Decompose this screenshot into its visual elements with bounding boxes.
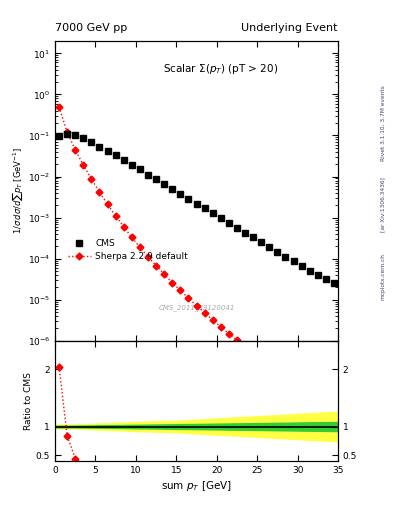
- Line: Sherpa 2.2.9 default: Sherpa 2.2.9 default: [57, 104, 336, 411]
- CMS: [97, 144, 102, 150]
- Sherpa 2.2.9 default: [129, 234, 134, 241]
- Sherpa 2.2.9 default: [178, 287, 183, 293]
- Line: CMS: CMS: [56, 131, 337, 286]
- Legend: CMS, Sherpa 2.2.9 default: CMS, Sherpa 2.2.9 default: [68, 239, 188, 261]
- CMS: [242, 229, 247, 236]
- Sherpa 2.2.9 default: [283, 374, 288, 380]
- Sherpa 2.2.9 default: [73, 146, 77, 153]
- Sherpa 2.2.9 default: [81, 162, 86, 168]
- Sherpa 2.2.9 default: [219, 324, 223, 330]
- CMS: [194, 201, 199, 207]
- CMS: [154, 176, 158, 182]
- Text: Rivet 3.1.10, 3.7M events: Rivet 3.1.10, 3.7M events: [381, 85, 386, 161]
- CMS: [307, 268, 312, 274]
- CMS: [170, 186, 174, 192]
- CMS: [57, 133, 61, 139]
- X-axis label: sum $p_T$ [GeV]: sum $p_T$ [GeV]: [161, 479, 232, 493]
- CMS: [186, 196, 191, 202]
- Sherpa 2.2.9 default: [242, 344, 247, 350]
- Sherpa 2.2.9 default: [226, 331, 231, 337]
- Sherpa 2.2.9 default: [251, 350, 255, 356]
- CMS: [219, 215, 223, 221]
- Sherpa 2.2.9 default: [259, 356, 264, 362]
- Sherpa 2.2.9 default: [138, 244, 142, 250]
- CMS: [89, 139, 94, 145]
- CMS: [275, 249, 280, 255]
- CMS: [332, 280, 336, 286]
- CMS: [210, 210, 215, 216]
- Text: mcplots.cern.ch: mcplots.cern.ch: [381, 253, 386, 300]
- Sherpa 2.2.9 default: [89, 176, 94, 182]
- Sherpa 2.2.9 default: [154, 263, 158, 269]
- CMS: [259, 239, 264, 245]
- Sherpa 2.2.9 default: [267, 362, 272, 369]
- CMS: [202, 205, 207, 211]
- CMS: [73, 132, 77, 138]
- CMS: [105, 148, 110, 154]
- Text: 7000 GeV pp: 7000 GeV pp: [55, 23, 127, 33]
- CMS: [129, 162, 134, 168]
- Sherpa 2.2.9 default: [105, 201, 110, 207]
- CMS: [138, 166, 142, 173]
- CMS: [323, 276, 328, 282]
- Sherpa 2.2.9 default: [210, 317, 215, 323]
- Sherpa 2.2.9 default: [97, 189, 102, 195]
- Y-axis label: $1/\sigma\,d\sigma/d\sum p_T\;[\mathrm{GeV}^{-1}]$: $1/\sigma\,d\sigma/d\sum p_T\;[\mathrm{G…: [11, 147, 25, 234]
- CMS: [299, 263, 304, 269]
- CMS: [81, 135, 86, 141]
- CMS: [226, 220, 231, 226]
- Sherpa 2.2.9 default: [65, 129, 70, 135]
- Text: [ar Xiv:1306.3436]: [ar Xiv:1306.3436]: [381, 177, 386, 232]
- Y-axis label: Ratio to CMS: Ratio to CMS: [24, 372, 33, 430]
- CMS: [178, 191, 183, 197]
- CMS: [113, 152, 118, 158]
- Sherpa 2.2.9 default: [170, 280, 174, 286]
- Sherpa 2.2.9 default: [186, 295, 191, 301]
- Sherpa 2.2.9 default: [146, 253, 151, 260]
- Text: Underlying Event: Underlying Event: [241, 23, 338, 33]
- Sherpa 2.2.9 default: [202, 310, 207, 316]
- CMS: [316, 272, 320, 278]
- CMS: [162, 181, 167, 187]
- CMS: [121, 157, 126, 163]
- CMS: [267, 244, 272, 250]
- Sherpa 2.2.9 default: [299, 385, 304, 391]
- Sherpa 2.2.9 default: [307, 391, 312, 397]
- Sherpa 2.2.9 default: [323, 401, 328, 407]
- Sherpa 2.2.9 default: [235, 337, 239, 343]
- Sherpa 2.2.9 default: [57, 104, 61, 110]
- Sherpa 2.2.9 default: [162, 271, 167, 277]
- Sherpa 2.2.9 default: [121, 224, 126, 230]
- Text: CMS_2011_S9120041: CMS_2011_S9120041: [158, 304, 235, 311]
- CMS: [251, 234, 255, 241]
- CMS: [146, 172, 151, 178]
- Sherpa 2.2.9 default: [316, 396, 320, 402]
- Sherpa 2.2.9 default: [291, 380, 296, 386]
- Sherpa 2.2.9 default: [113, 213, 118, 219]
- CMS: [235, 225, 239, 231]
- Sherpa 2.2.9 default: [332, 406, 336, 412]
- CMS: [65, 131, 70, 137]
- Text: Scalar $\Sigma(p_T)$ (pT > 20): Scalar $\Sigma(p_T)$ (pT > 20): [163, 62, 278, 76]
- Sherpa 2.2.9 default: [275, 368, 280, 374]
- CMS: [283, 253, 288, 260]
- Sherpa 2.2.9 default: [194, 303, 199, 309]
- CMS: [291, 259, 296, 265]
